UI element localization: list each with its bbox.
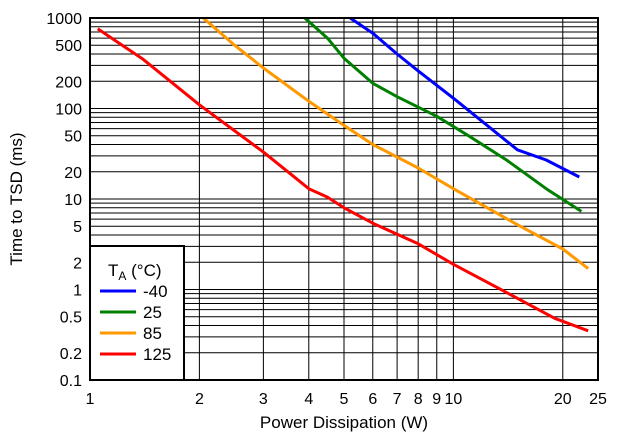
x-tick-label: 1: [86, 391, 95, 408]
x-tick-label: 20: [554, 391, 572, 408]
legend-title-unit: (°C): [126, 261, 161, 280]
legend-label-25: 25: [143, 303, 162, 322]
x-tick-label: 7: [393, 391, 402, 408]
y-tick-label: 0.2: [60, 346, 82, 363]
legend-title: TA (°C): [108, 261, 162, 283]
series-line-25: [303, 16, 583, 213]
y-tick-label: 500: [55, 38, 82, 55]
x-tick-label: 10: [444, 391, 462, 408]
y-tick-label: 20: [64, 165, 82, 182]
legend-items: -40 25 85 125: [100, 282, 171, 364]
x-tick-label: 3: [259, 391, 268, 408]
series-line-85: [202, 16, 590, 270]
y-tick-label: 50: [64, 129, 82, 146]
y-tick-label: 10: [64, 192, 82, 209]
series-line-125: [96, 27, 589, 333]
y-axis-label: Time to TSD (ms): [7, 132, 26, 265]
x-tick-label: 2: [195, 391, 204, 408]
legend-label-85: 85: [143, 324, 162, 343]
y-tick-label: 1000: [46, 11, 82, 28]
x-tick-labels: 1 2 3 4 5 6 7 8 9 10 20 25: [86, 391, 607, 408]
legend-label-125: 125: [143, 345, 171, 364]
legend: TA (°C) -40 25 85 125: [89, 245, 185, 381]
y-tick-label: 1: [73, 283, 82, 300]
x-axis-label: Power Dissipation (W): [260, 413, 428, 432]
y-tick-label: 2: [73, 255, 82, 272]
legend-title-main: T: [108, 261, 118, 280]
x-tick-label: 25: [589, 391, 607, 408]
legend-title-sub: A: [118, 269, 126, 283]
y-tick-label: 5: [73, 219, 82, 236]
y-tick-label: 0.5: [60, 310, 82, 327]
plot-frame: [89, 17, 599, 381]
x-tick-label: 5: [340, 391, 349, 408]
series-lines: [96, 16, 590, 333]
x-tick-label: 8: [414, 391, 423, 408]
y-tick-label: 0.1: [60, 373, 82, 390]
x-tick-label: 4: [304, 391, 313, 408]
x-tick-label: 6: [368, 391, 377, 408]
y-tick-label: 100: [55, 102, 82, 119]
y-tick-labels: 0.1 0.2 0.5 1 2 5 10 20 50 100 200 500 1000: [46, 11, 82, 390]
legend-label--40: -40: [143, 282, 168, 301]
series-line--40: [349, 16, 580, 179]
y-tick-label: 200: [55, 74, 82, 91]
x-tick-label: 9: [432, 391, 441, 408]
